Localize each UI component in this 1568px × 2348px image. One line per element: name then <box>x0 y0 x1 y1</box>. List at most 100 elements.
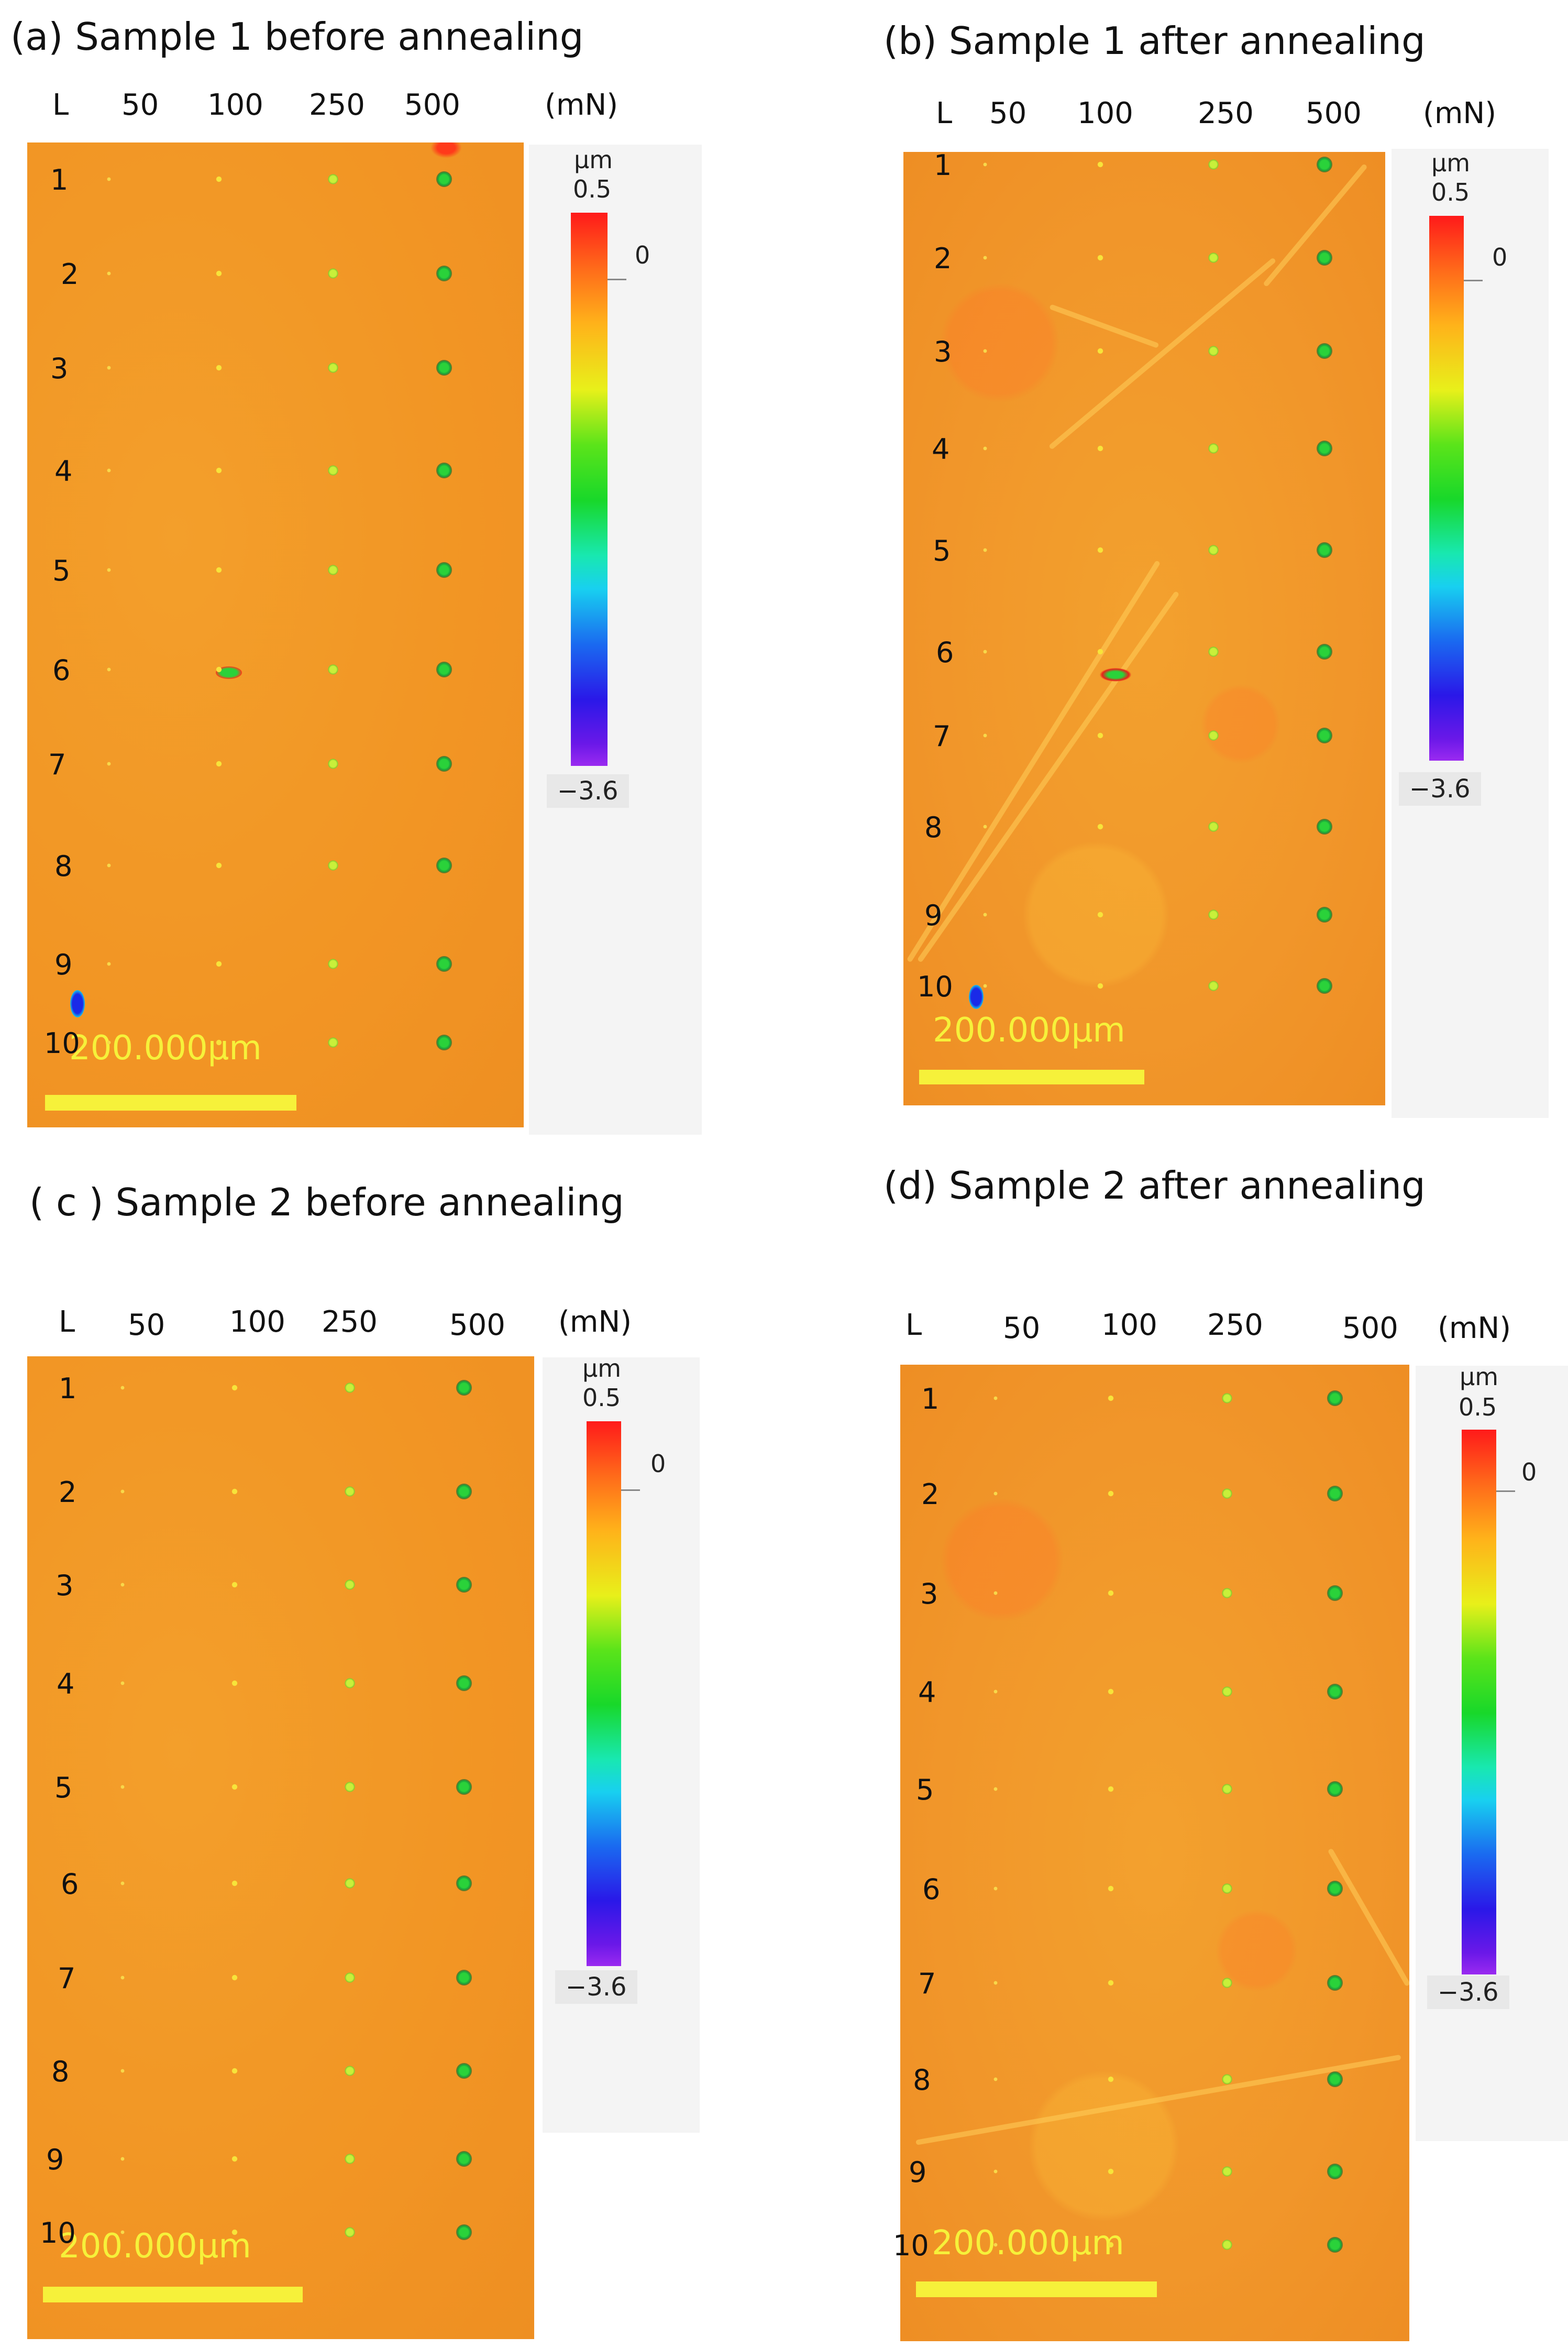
indent-mark <box>983 162 987 167</box>
colorbar-zero-tick <box>608 279 626 280</box>
indent-mark <box>1208 730 1219 741</box>
indent-mark <box>120 1976 125 1980</box>
indent-mark <box>1317 441 1332 456</box>
indent-mark <box>436 562 452 578</box>
colorbar-min: −3.6 <box>547 774 629 808</box>
indent-mark <box>993 2169 998 2174</box>
indent-mark <box>456 2224 472 2240</box>
indent-mark <box>345 1486 355 1497</box>
indent-mark <box>345 1579 355 1590</box>
scale-bar-label: 200.000µm <box>69 1029 262 1068</box>
indent-mark <box>107 568 111 572</box>
colorbar-zero: 0 <box>635 241 650 269</box>
row-label-5: 5 <box>54 1771 73 1804</box>
indent-mark <box>328 363 338 373</box>
load-unit: (mN) <box>545 88 619 122</box>
row-label-6: 6 <box>52 654 71 687</box>
colorbar <box>571 213 608 766</box>
scale-bar <box>919 1070 1144 1084</box>
row-label-4: 4 <box>918 1676 936 1709</box>
colorbar-max: 0.5 <box>582 1384 621 1412</box>
scale-bar <box>45 1095 296 1111</box>
indent-mark <box>436 756 452 772</box>
row-label-10: 10 <box>893 2229 929 2262</box>
indent-mark <box>1097 912 1103 918</box>
indent-mark <box>436 360 452 376</box>
indent-mark <box>456 1970 472 1985</box>
indent-mark <box>983 650 987 654</box>
indentation-height-map: 200.000µm <box>903 152 1385 1105</box>
surface-scratch <box>915 2054 1401 2145</box>
indent-mark <box>1108 1885 1114 1892</box>
indent-mark <box>1222 1588 1232 1598</box>
indent-mark <box>983 984 987 988</box>
indent-mark <box>231 2229 238 2235</box>
indent-mark <box>231 1880 238 1886</box>
load-50: 50 <box>1003 1311 1041 1345</box>
indent-mark <box>1327 2237 1343 2253</box>
row-label-3: 3 <box>934 335 952 368</box>
colorbar-max: 0.5 <box>573 175 612 203</box>
colorbar-max: 0.5 <box>1459 1393 1497 1421</box>
row-label-6: 6 <box>922 1873 941 1906</box>
indent-mark <box>231 2068 238 2074</box>
load-100: 100 <box>1101 1308 1157 1342</box>
indent-mark <box>1208 646 1219 657</box>
debris-spot <box>70 990 85 1017</box>
indent-mark <box>216 270 222 277</box>
indent-mark <box>1222 1784 1232 1794</box>
indent-mark <box>983 733 987 738</box>
row-label-7: 7 <box>918 1967 936 2000</box>
indent-mark <box>216 666 222 673</box>
colorbar-unit: µm <box>574 146 613 174</box>
colorbar-zero-tick <box>1496 1490 1515 1492</box>
indent-mark <box>1108 1490 1114 1497</box>
indent-mark <box>1208 909 1219 920</box>
row-label-8: 8 <box>51 2055 70 2088</box>
indent-mark <box>328 268 338 279</box>
row-label-7: 7 <box>48 748 67 781</box>
row-label-1: 1 <box>59 1372 77 1405</box>
indent-mark <box>1327 1486 1343 1501</box>
indent-mark <box>231 1974 238 1981</box>
indent-mark <box>993 1886 998 1891</box>
row-label-9: 9 <box>54 948 73 981</box>
colorbar-panel <box>1392 149 1549 1118</box>
indent-mark <box>107 177 111 181</box>
indent-mark <box>1327 1684 1343 1699</box>
colorbar-zero-tick <box>621 1489 640 1491</box>
surface-scratch <box>906 560 1161 963</box>
indent-mark <box>328 759 338 769</box>
indent-mark <box>1108 1688 1114 1695</box>
indent-mark <box>120 1386 125 1390</box>
load-100: 100 <box>229 1305 285 1339</box>
indent-mark <box>328 664 338 675</box>
load-col-label: L <box>936 96 953 130</box>
row-label-8: 8 <box>913 2064 931 2097</box>
indent-mark <box>120 2069 125 2073</box>
indent-mark <box>456 1577 472 1593</box>
indent-mark <box>345 1383 355 1393</box>
indent-mark <box>1108 2076 1114 2082</box>
indent-mark <box>1317 819 1332 835</box>
row-label-10: 10 <box>44 1027 80 1060</box>
indent-mark <box>107 667 111 672</box>
colorbar-panel <box>543 1357 700 2133</box>
indent-mark <box>107 863 111 868</box>
load-unit: (mN) <box>1423 96 1497 130</box>
indent-mark <box>1108 2168 1114 2175</box>
indent-mark <box>120 2230 125 2234</box>
load-500: 500 <box>1306 96 1362 130</box>
row-label-5: 5 <box>52 554 71 587</box>
row-label-2: 2 <box>61 258 79 291</box>
indent-mark <box>993 1981 998 1985</box>
surface-scratch <box>916 590 1180 963</box>
load-100: 100 <box>1077 96 1133 130</box>
indent-mark <box>107 762 111 766</box>
indent-mark <box>231 1582 238 1588</box>
indent-mark <box>1222 1686 1232 1697</box>
indentation-height-map: 200.000µm <box>900 1365 1409 2341</box>
indent-mark <box>328 174 338 184</box>
load-col-label: L <box>52 88 69 122</box>
indent-mark <box>436 858 452 873</box>
